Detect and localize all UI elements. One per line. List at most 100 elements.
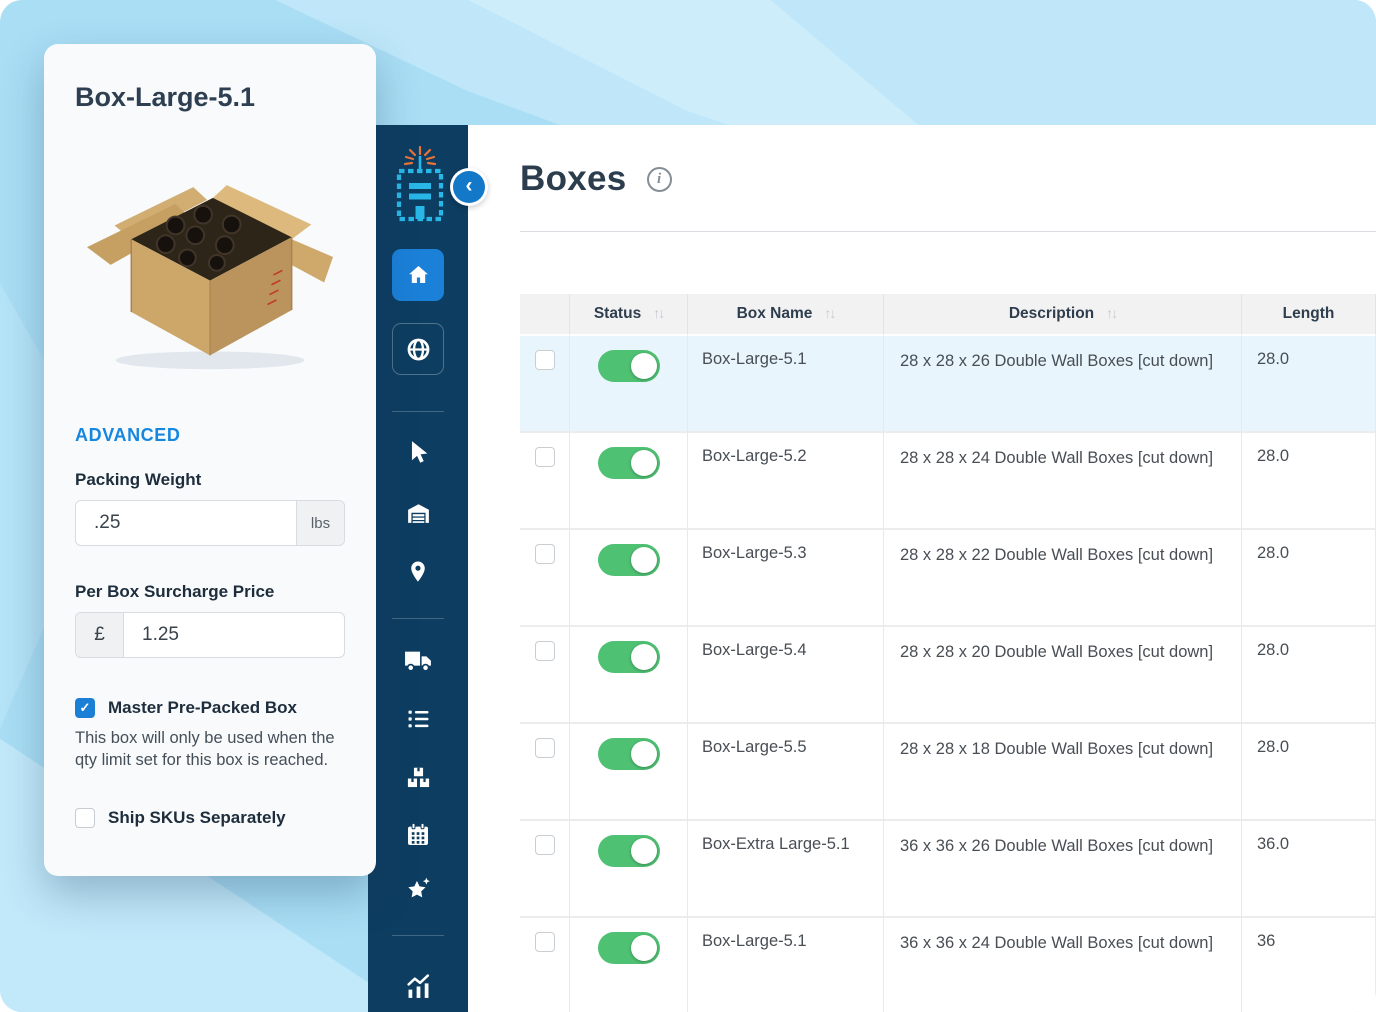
main-content: Boxes i Status ↑↓: [468, 125, 1376, 1012]
box-detail-card: Box-Large-5.1 AD: [44, 44, 376, 876]
status-toggle[interactable]: [597, 350, 660, 382]
row-checkbox[interactable]: [534, 447, 555, 467]
column-header-length[interactable]: Length: [1242, 294, 1376, 336]
sidebar: [368, 125, 468, 1012]
description-cell: 28 x 28 x 22 Double Wall Boxes [cut down…: [884, 530, 1242, 627]
row-checkbox-cell: [520, 336, 570, 433]
row-checkbox-cell: [520, 918, 570, 1012]
length-cell: 28.0: [1242, 627, 1376, 724]
row-checkbox-cell: [520, 724, 570, 821]
ship-skus-row[interactable]: Ship SKUs Separately: [75, 807, 345, 828]
sidebar-item-cursor[interactable]: [392, 432, 444, 472]
app-window: Boxes i Status ↑↓: [368, 125, 1376, 1012]
master-prepacked-checkbox[interactable]: [75, 698, 95, 718]
column-header-description[interactable]: Description ↑↓: [884, 294, 1242, 336]
calendar-icon: [408, 822, 428, 845]
globe-icon: [407, 338, 429, 360]
cursor-icon: [411, 441, 427, 463]
length-cell: 28.0: [1242, 433, 1376, 530]
page-title: Boxes: [520, 159, 627, 198]
packing-weight-input[interactable]: [76, 501, 296, 545]
description-cell: 28 x 28 x 24 Double Wall Boxes [cut down…: [884, 433, 1242, 530]
status-cell: [570, 724, 688, 821]
row-checkbox-cell: [520, 821, 570, 918]
sort-icon[interactable]: ↑↓: [1106, 305, 1118, 321]
toggle-knob: [630, 741, 657, 767]
star-sparkle-icon: [407, 877, 430, 898]
row-checkbox[interactable]: [534, 544, 555, 564]
sidebar-divider: [392, 411, 444, 412]
ship-skus-checkbox[interactable]: [75, 807, 95, 828]
table-row: Box-Large-5.1 36 x 36 x 24 Double Wall B…: [520, 918, 1376, 1012]
row-checkbox[interactable]: [534, 738, 555, 758]
home-icon: [408, 266, 428, 283]
master-prepacked-row[interactable]: Master Pre-Packed Box: [75, 698, 345, 718]
ship-skus-label: Ship SKUs Separately: [108, 807, 286, 827]
sidebar-item-calendar[interactable]: [392, 815, 444, 855]
row-checkbox-cell: [520, 627, 570, 724]
table-header-row: Status ↑↓ Box Name ↑↓ Description ↑↓ Length: [520, 294, 1376, 336]
status-toggle[interactable]: [597, 544, 660, 576]
status-cell: [570, 627, 688, 724]
packing-weight-group: lbs: [75, 500, 345, 546]
sort-icon[interactable]: ↑↓: [824, 305, 836, 321]
packing-weight-label: Packing Weight: [75, 470, 202, 489]
unit-addon: lbs: [296, 501, 344, 545]
column-header-box-name[interactable]: Box Name ↑↓: [688, 294, 884, 336]
status-toggle[interactable]: [597, 932, 660, 964]
sidebar-item-list[interactable]: [392, 699, 444, 739]
row-checkbox[interactable]: [534, 641, 555, 661]
truck-icon: [404, 651, 431, 672]
sidebar-collapse-button[interactable]: ‹: [450, 168, 488, 206]
row-checkbox[interactable]: [534, 350, 555, 370]
surcharge-group: £: [75, 612, 345, 658]
status-toggle[interactable]: [597, 447, 660, 479]
status-toggle[interactable]: [597, 738, 660, 770]
sidebar-item-globe[interactable]: [392, 323, 444, 375]
sidebar-item-locations[interactable]: [392, 552, 444, 592]
surcharge-input[interactable]: [124, 613, 344, 657]
description-cell: 36 x 36 x 24 Double Wall Boxes [cut down…: [884, 918, 1242, 1012]
warehouse-icon: [407, 503, 429, 523]
description-cell: 28 x 28 x 18 Double Wall Boxes [cut down…: [884, 724, 1242, 821]
box-name-cell: Box-Large-5.4: [688, 627, 884, 724]
status-cell: [570, 918, 688, 1012]
chart-icon: [406, 973, 429, 998]
description-cell: 28 x 28 x 20 Double Wall Boxes [cut down…: [884, 627, 1242, 724]
boxes-icon: [407, 767, 429, 787]
length-cell: 28.0: [1242, 724, 1376, 821]
row-checkbox[interactable]: [534, 835, 555, 855]
list-icon: [408, 710, 428, 728]
sidebar-item-analytics[interactable]: [392, 966, 444, 1006]
sidebar-item-favorites[interactable]: [392, 869, 444, 909]
row-checkbox[interactable]: [534, 932, 555, 952]
length-cell: 36.0: [1242, 821, 1376, 918]
info-icon[interactable]: i: [646, 166, 672, 192]
app-logo[interactable]: [386, 145, 450, 223]
stamp-tower-logo-icon: [396, 145, 444, 222]
table-row: Box-Extra Large-5.1 36 x 36 x 26 Double …: [520, 821, 1376, 918]
chevron-left-icon: ‹: [453, 171, 485, 203]
sidebar-item-packing-boxes[interactable]: [392, 757, 444, 797]
length-cell: 28.0: [1242, 530, 1376, 627]
description-cell: 28 x 28 x 26 Double Wall Boxes [cut down…: [884, 336, 1242, 433]
status-toggle[interactable]: [597, 835, 660, 867]
status-toggle[interactable]: [597, 641, 660, 673]
sidebar-divider: [392, 618, 444, 619]
sidebar-divider: [392, 935, 444, 936]
master-prepacked-help: This box will only be used when the qty …: [75, 729, 335, 770]
sidebar-item-warehouse[interactable]: [392, 492, 444, 532]
table-row: Box-Large-5.5 28 x 28 x 18 Double Wall B…: [520, 724, 1376, 821]
length-cell: 36: [1242, 918, 1376, 1012]
box-name-cell: Box-Large-5.2: [688, 433, 884, 530]
surcharge-label: Per Box Surcharge Price: [75, 582, 275, 601]
sidebar-item-shipping[interactable]: [392, 641, 444, 681]
column-header-status[interactable]: Status ↑↓: [570, 294, 688, 336]
status-cell: [570, 336, 688, 433]
row-checkbox-cell: [520, 433, 570, 530]
sidebar-item-home[interactable]: [392, 249, 444, 301]
status-cell: [570, 821, 688, 918]
sort-icon[interactable]: ↑↓: [653, 305, 665, 321]
box-name-cell: Box-Extra Large-5.1: [688, 821, 884, 918]
